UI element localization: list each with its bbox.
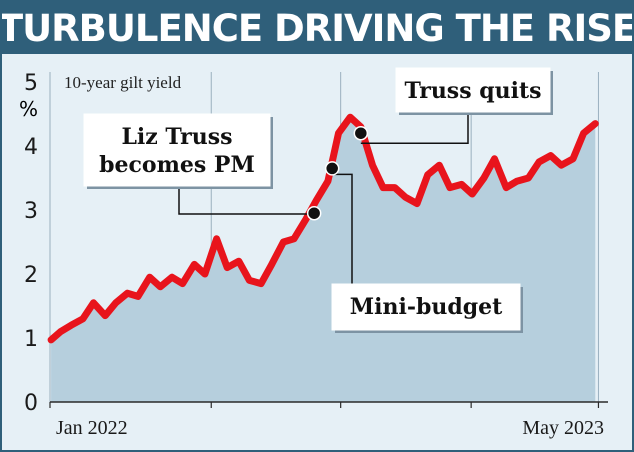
annotation-label: becomes PM bbox=[99, 152, 255, 178]
yield-line bbox=[47, 113, 599, 344]
annotation-box bbox=[331, 283, 521, 331]
y-tick-label: 4 bbox=[24, 135, 38, 160]
annotation-leader bbox=[178, 186, 315, 215]
y-tick-label: 1 bbox=[24, 327, 38, 352]
x-tick-label: Jan 2022 bbox=[56, 417, 128, 439]
y-tick-label: 0 bbox=[24, 391, 38, 416]
annotation-label: Liz Truss bbox=[121, 124, 232, 150]
title-bar: TURBULENCE DRIVING THE RISE bbox=[2, 2, 632, 54]
annotation-label: Truss quits bbox=[404, 78, 541, 104]
x-tick-labels: Jan 2022 May 2023 bbox=[56, 417, 604, 439]
annotation-box bbox=[83, 113, 271, 187]
annotation-dot bbox=[353, 125, 369, 141]
axes bbox=[49, 401, 608, 408]
annotation-box bbox=[395, 67, 551, 113]
y-tick-labels: 0 1 2 3 4 5 bbox=[24, 71, 38, 416]
annotation-dot bbox=[306, 205, 322, 221]
annotation-leader bbox=[360, 112, 469, 144]
annotation-leader bbox=[332, 173, 353, 284]
x-tick-label: May 2023 bbox=[522, 417, 604, 439]
y-tick-label: 2 bbox=[24, 263, 38, 288]
y-unit-label: % bbox=[19, 97, 38, 121]
y-axis-label: 10-year gilt yield bbox=[64, 73, 182, 92]
annotation-dot bbox=[324, 161, 340, 176]
chart-title: TURBULENCE DRIVING THE RISE bbox=[0, 6, 634, 50]
annotation-label: Mini-budget bbox=[350, 294, 503, 320]
y-tick-label: 3 bbox=[24, 199, 38, 224]
y-tick-label: 5 bbox=[24, 71, 38, 96]
